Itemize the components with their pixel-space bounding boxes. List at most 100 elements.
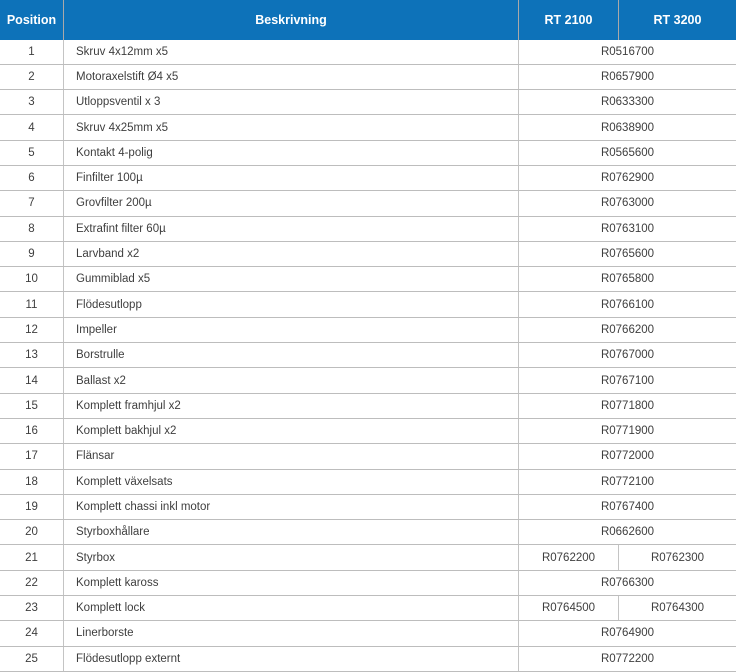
table-row: 3 Utloppsventil x 3 R0633300 — [0, 90, 736, 116]
part-number-cell-both-models: R0657900 — [518, 64, 736, 90]
column-header-description: Beskrivning — [63, 0, 518, 40]
table-header-row: Position Beskrivning RT 2100 RT 3200 — [0, 0, 736, 40]
table-row: 6 Finfilter 100µ R0762900 — [0, 165, 736, 192]
description-cell: Linerborste — [63, 621, 518, 646]
description-cell: Flödesutlopp — [63, 292, 518, 317]
description-cell: Komplett bakhjul x2 — [63, 418, 518, 444]
position-cell: 8 — [28, 222, 35, 235]
part-number-cell-both-models: R0767000 — [518, 343, 736, 368]
part-number-cell-rt2100: R0764500 — [518, 596, 618, 621]
table-row: 8 Extrafint filter 60µ R0763100 — [0, 216, 736, 242]
description-cell: Komplett lock — [63, 596, 518, 621]
description-cell: Larvband x2 — [63, 241, 518, 267]
part-number-cell-both-models: R0633300 — [518, 90, 736, 115]
part-number-cell-rt3200: R0764300 — [618, 596, 736, 621]
table-row: 19 Komplett chassi inkl motor R0767400 — [0, 494, 736, 521]
part-number-cell-both-models: R0767400 — [518, 494, 736, 520]
description-cell: Finfilter 100µ — [63, 165, 518, 191]
description-cell: Extrafint filter 60µ — [63, 216, 518, 241]
column-header-position: Position — [6, 12, 57, 27]
table-row: 12 Impeller R0766200 — [0, 317, 736, 344]
description-cell: Ballast x2 — [63, 368, 518, 393]
part-number-cell-rt3200: R0762300 — [618, 545, 736, 570]
description-cell: Styrbox — [63, 545, 518, 570]
position-cell: 21 — [25, 551, 38, 564]
position-cell: 6 — [28, 172, 35, 185]
table-row: 24 Linerborste R0764900 — [0, 621, 736, 647]
position-cell: 5 — [28, 146, 35, 159]
position-cell: 22 — [25, 576, 38, 589]
table-row: 18 Komplett växelsats R0772100 — [0, 469, 736, 495]
table-row: 25 Flödesutlopp externt R0772200 — [0, 646, 736, 672]
part-number-cell-both-models: R0765800 — [518, 267, 736, 292]
part-number-cell-both-models: R0771800 — [518, 393, 736, 418]
part-number-cell-both-models: R0516700 — [518, 39, 736, 64]
position-cell: 14 — [25, 374, 38, 387]
table-row: 23 Komplett lock R0764500 R0764300 — [0, 596, 736, 622]
description-cell: Komplett växelsats — [63, 469, 518, 494]
part-number-cell-both-models: R0772200 — [518, 646, 736, 671]
part-number-cell-both-models: R0765600 — [518, 241, 736, 267]
description-cell: Styrboxhållare — [63, 520, 518, 545]
table-row: 22 Komplett kaross R0766300 — [0, 570, 736, 597]
position-cell: 18 — [25, 475, 38, 488]
part-number-cell-both-models: R0762900 — [518, 165, 736, 191]
position-cell: 11 — [25, 298, 38, 311]
part-number-cell-both-models: R0764900 — [518, 621, 736, 646]
table-row: 4 Skruv 4x25mm x5 R0638900 — [0, 115, 736, 141]
column-header-rt2100: RT 2100 — [518, 0, 618, 40]
table-row: 15 Komplett framhjul x2 R0771800 — [0, 393, 736, 419]
description-cell: Komplett chassi inkl motor — [63, 494, 518, 520]
part-number-cell-both-models: R0771900 — [518, 418, 736, 444]
description-cell: Komplett kaross — [63, 570, 518, 596]
table-row: 5 Kontakt 4-polig R0565600 — [0, 140, 736, 166]
description-cell: Flänsar — [63, 444, 518, 469]
description-cell: Motoraxelstift Ø4 x5 — [63, 64, 518, 90]
position-cell: 12 — [25, 323, 38, 336]
part-number-cell-both-models: R0763100 — [518, 216, 736, 241]
table-row: 7 Grovfilter 200µ R0763000 — [0, 191, 736, 217]
description-cell: Skruv 4x12mm x5 — [63, 39, 518, 64]
part-number-cell-both-models: R0766100 — [518, 292, 736, 317]
position-cell: 3 — [28, 96, 35, 109]
part-number-cell-both-models: R0662600 — [518, 520, 736, 545]
position-cell: 17 — [25, 450, 38, 463]
part-number-cell-rt2100: R0762200 — [518, 545, 618, 570]
position-cell: 10 — [25, 273, 38, 286]
position-cell: 23 — [25, 602, 38, 615]
table-row: 1 Skruv 4x12mm x5 R0516700 — [0, 39, 736, 65]
table-row: 20 Styrboxhållare R0662600 — [0, 520, 736, 546]
description-cell: Flödesutlopp externt — [63, 646, 518, 671]
position-cell: 1 — [28, 45, 35, 58]
table-row: 21 Styrbox R0762200 R0762300 — [0, 545, 736, 571]
table-row: 13 Borstrulle R0767000 — [0, 343, 736, 369]
position-cell: 19 — [25, 500, 38, 513]
position-cell: 24 — [25, 627, 38, 640]
part-number-cell-both-models: R0638900 — [518, 115, 736, 140]
part-number-cell-both-models: R0766200 — [518, 317, 736, 343]
part-number-cell-both-models: R0766300 — [518, 570, 736, 596]
table-row: 11 Flödesutlopp R0766100 — [0, 292, 736, 318]
position-cell: 25 — [25, 652, 38, 665]
position-cell: 20 — [25, 526, 38, 539]
description-cell: Grovfilter 200µ — [63, 191, 518, 216]
table-row: 9 Larvband x2 R0765600 — [0, 241, 736, 268]
table-row: 2 Motoraxelstift Ø4 x5 R0657900 — [0, 64, 736, 91]
position-cell: 7 — [28, 197, 35, 210]
description-cell: Impeller — [63, 317, 518, 343]
description-cell: Komplett framhjul x2 — [63, 393, 518, 418]
position-cell: 9 — [28, 248, 35, 261]
description-cell: Kontakt 4-polig — [63, 140, 518, 165]
table-row: 14 Ballast x2 R0767100 — [0, 368, 736, 394]
table-row: 17 Flänsar R0772000 — [0, 444, 736, 470]
table-body: 1 Skruv 4x12mm x5 R0516700 2 Motoraxelstift … — [0, 39, 736, 672]
table-row: 16 Komplett bakhjul x2 R0771900 — [0, 418, 736, 445]
position-cell: 2 — [28, 70, 35, 83]
position-cell: 16 — [25, 425, 38, 438]
part-number-cell-both-models: R0763000 — [518, 191, 736, 216]
column-header-rt3200: RT 3200 — [618, 0, 736, 40]
description-cell: Gummiblad x5 — [63, 267, 518, 292]
description-cell: Borstrulle — [63, 343, 518, 368]
position-cell: 13 — [25, 349, 38, 362]
